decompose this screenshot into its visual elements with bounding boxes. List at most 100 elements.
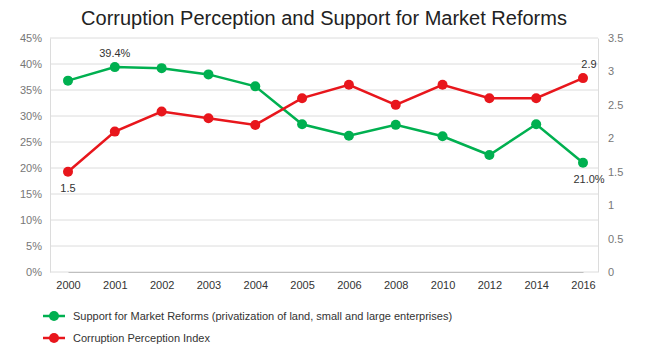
grid-line [50, 38, 598, 39]
legend-label: Support for Market Reforms (privatizatio… [73, 310, 452, 322]
point [63, 76, 73, 86]
legend-item: Corruption Perception Index [43, 332, 210, 344]
tick: 0.5 [598, 233, 623, 245]
tick-label: 20% [20, 162, 42, 174]
tick: 3 [598, 65, 614, 77]
tick: 2000 [56, 272, 80, 291]
data-label: 39.4% [99, 47, 130, 59]
tick: 2004 [244, 272, 268, 291]
legend-item: Support for Market Reforms (privatizatio… [43, 310, 452, 322]
tick: 10% [20, 214, 50, 226]
grid-line [50, 272, 598, 273]
axis-line [69, 272, 584, 273]
grid-line [50, 142, 598, 143]
tick: 2 [598, 132, 614, 144]
data-label: 2.9 [581, 58, 596, 70]
grid-line [50, 168, 598, 169]
y-axis: 0% 5% 10% 15% 20% 25% 30% 35% 40% 45% [20, 32, 51, 278]
point [297, 119, 307, 129]
tick-label: 2012 [478, 279, 502, 291]
tick-label: 1 [608, 199, 614, 211]
grid [50, 38, 598, 272]
tick-label: 2008 [384, 279, 408, 291]
tick-label: 35% [20, 84, 42, 96]
tick-label: 40% [20, 58, 42, 70]
tick: 0 [598, 266, 614, 278]
tick: 20% [20, 162, 50, 174]
grid-line [50, 246, 598, 247]
point [344, 80, 354, 90]
grid-line [50, 64, 598, 65]
chart: Corruption Perception and Support for Ma… [0, 0, 648, 353]
tick-label: 0% [26, 266, 42, 278]
tick-label: 3.5 [608, 32, 623, 44]
tick: 40% [20, 58, 50, 70]
point [297, 93, 307, 103]
legend-marker [49, 311, 59, 321]
y2-axis: 00.511.522.533.5 [598, 32, 623, 278]
tick-label: 25% [20, 136, 42, 148]
tick-label: 2005 [290, 279, 314, 291]
x-axis: 2000 2001 2002 2003 2004 2005 2006 2008 2010 2012… [56, 272, 595, 291]
point [203, 69, 213, 79]
point [484, 93, 494, 103]
tick: 2010 [431, 272, 455, 291]
point [578, 158, 588, 168]
tick: 35% [20, 84, 50, 96]
data-label: 21.0% [573, 173, 604, 185]
tick-label: 0 [608, 266, 614, 278]
point [250, 81, 260, 91]
point [531, 93, 541, 103]
point [484, 150, 494, 160]
point [250, 120, 260, 130]
data-labels: 39.4% 21.0% 1.5 2.9 [60, 47, 604, 194]
legend-label: Corruption Perception Index [73, 332, 210, 344]
tick: 45% [20, 32, 50, 44]
tick: 1 [598, 199, 614, 211]
point [438, 131, 448, 141]
tick: 2001 [103, 272, 127, 291]
tick-label: 2006 [337, 279, 361, 291]
series-line [68, 78, 583, 172]
point [157, 107, 167, 117]
grid-line [50, 90, 598, 91]
tick-label: 2010 [431, 279, 455, 291]
tick: 30% [20, 110, 50, 122]
tick: 2006 [337, 272, 361, 291]
tick: 25% [20, 136, 50, 148]
title: Corruption Perception and Support for Ma… [81, 7, 567, 29]
data-label: 1.5 [60, 182, 75, 194]
tick-label: 15% [20, 188, 42, 200]
point [203, 113, 213, 123]
tick: 15% [20, 188, 50, 200]
tick-label: 5% [26, 240, 42, 252]
tick-label: 0.5 [608, 233, 623, 245]
tick-label: 10% [20, 214, 42, 226]
tick-label: 2016 [571, 279, 595, 291]
tick-label: 2001 [103, 279, 127, 291]
tick-label: 30% [20, 110, 42, 122]
point [110, 127, 120, 137]
point [391, 120, 401, 130]
tick-label: 2.5 [608, 99, 623, 111]
tick: 2003 [197, 272, 221, 291]
tick-label: 45% [20, 32, 42, 44]
tick: 3.5 [598, 32, 623, 44]
grid-line [50, 116, 598, 117]
axis-line [50, 39, 51, 273]
tick: 0% [26, 266, 50, 278]
point [438, 80, 448, 90]
tick: 2014 [524, 272, 548, 291]
tick-label: 2000 [56, 279, 80, 291]
tick: 2002 [150, 272, 174, 291]
grid-line [50, 220, 598, 221]
tick-label: 2004 [244, 279, 268, 291]
tick: 5% [26, 240, 50, 252]
point [63, 167, 73, 177]
tick: 2016 [571, 272, 595, 291]
tick: 2012 [478, 272, 502, 291]
tick: 2008 [384, 272, 408, 291]
tick-label: 2 [608, 132, 614, 144]
marks [63, 62, 588, 177]
plot-area: 0% 5% 10% 15% 20% 25% 30% 35% 40% 45% 0 0.5 1 1.5 2 2.5… [20, 32, 623, 291]
